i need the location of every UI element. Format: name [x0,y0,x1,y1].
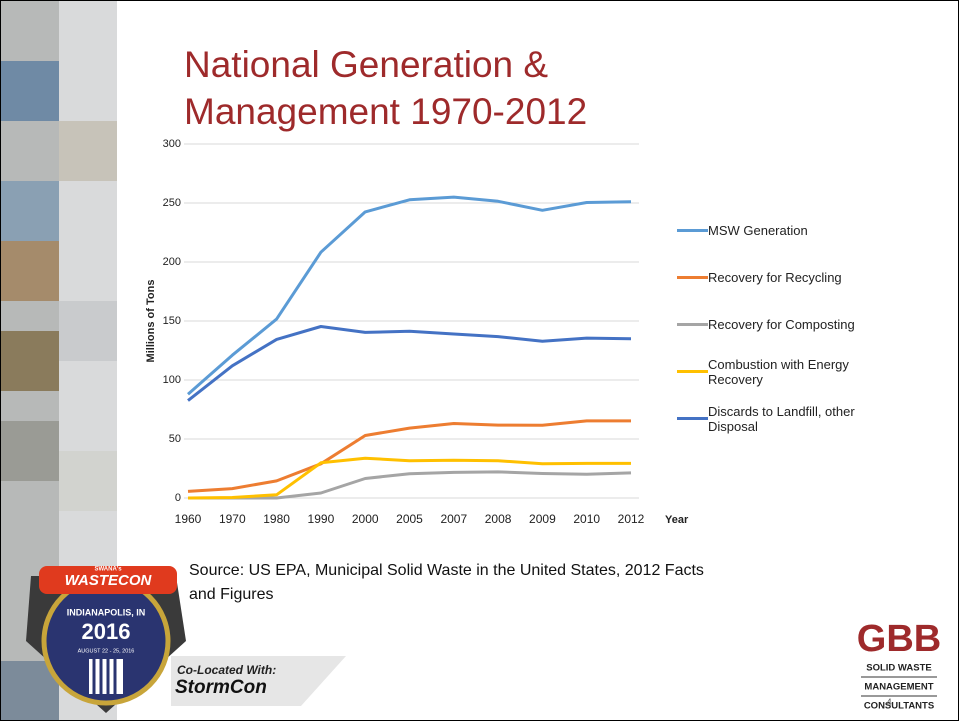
series-line [187,325,632,402]
photo-strip [1,1,157,720]
x-tick-label: 1990 [308,512,335,526]
series-line [187,456,631,500]
x-tick-label: 2009 [529,512,556,526]
slide-title: National Generation & Management 1970-20… [184,44,588,132]
logo-text: AUGUST 22 - 25, 2016 [78,648,135,654]
legend-swatch [677,370,708,373]
legend-swatch [677,323,708,326]
y-axis-label: Millions of Tons [145,280,157,363]
logo-text: 2016 [82,619,131,644]
x-tick-label: 2000 [352,512,379,526]
x-tick-label: 2008 [485,512,512,526]
x-tick-label: 1970 [219,512,246,526]
legend-label: Combustion with Energy Recovery [708,356,849,387]
x-tick-label: 2010 [573,512,600,526]
y-tick-label: 50 [169,433,181,445]
y-tick-label: 200 [163,256,181,268]
legend-item: Recovery for Recycling [677,254,877,301]
legend-item: Combustion with Energy Recovery [677,348,877,395]
source-note: Source: US EPA, Municipal Solid Waste in… [189,562,704,603]
y-tick-label: 150 [163,315,181,327]
x-tick-label: 1980 [263,512,290,526]
y-tick-label: 250 [163,197,181,209]
logo-text: MANAGEMENT [864,682,933,693]
x-tick-label: 1960 [175,512,202,526]
legend-swatch [677,417,708,420]
legend-label: Discards to Landfill, other Disposal [708,403,855,434]
y-tick-label: 300 [163,138,181,150]
legend-item: Discards to Landfill, other Disposal [677,395,877,442]
y-tick-label: 0 [175,492,181,504]
logo-text: SWANA's [94,567,122,573]
legend-item: Recovery for Composting [677,301,877,348]
logo-text: INDIANAPOLIS, IN [67,607,146,617]
legend-swatch [677,276,708,279]
y-tick-label: 100 [163,374,181,386]
logo-text: Co-Located With: [177,663,276,677]
legend-label: MSW Generation [708,223,808,238]
logo-text: GBB [857,618,941,660]
logo-text: CONSULTANTS [864,701,934,712]
logo-text: StormCon [175,677,267,698]
page-number: 4 [886,698,892,709]
x-axis-label: Year [665,514,689,526]
logo-text: SOLID WASTE [866,663,931,674]
series-line [187,195,632,396]
stormcon-logo: Co-Located With: StormCon [171,656,346,706]
x-tick-label: 2012 [618,512,645,526]
logo-text: WASTECON [65,572,153,589]
gbb-logo: GBB SOLID WASTE MANAGEMENT CONSULTANTS 4 [857,618,941,711]
legend-swatch [677,229,708,232]
legend-label: Recovery for Recycling [708,270,842,285]
x-tick-label: 2007 [440,512,467,526]
legend-item: MSW Generation [677,207,877,254]
legend: MSW Generation Recovery for Recycling Reco… [677,207,877,442]
legend-label: Recovery for Composting [708,317,855,332]
series-line [188,470,632,500]
x-tick-label: 2005 [396,512,423,526]
wastecon-logo: SWANA's WASTECON INDIANAPOLIS, IN 2016 A… [26,566,186,713]
series-line [187,419,631,493]
